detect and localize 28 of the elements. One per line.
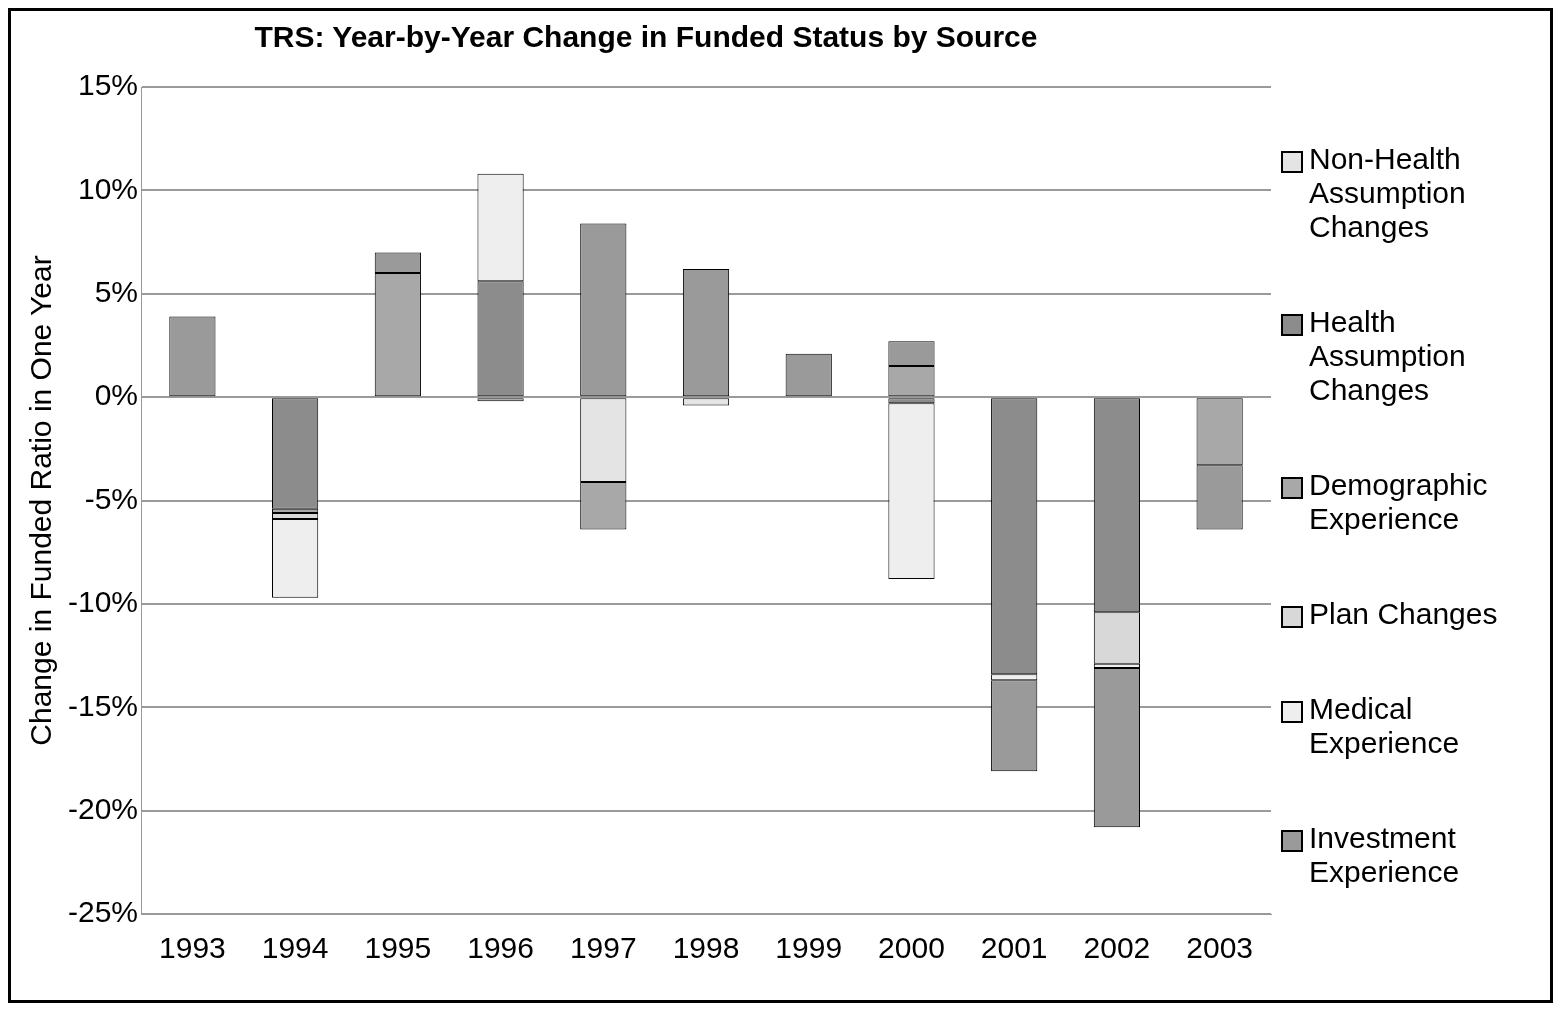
x-tick-label: 1993 <box>159 931 226 965</box>
x-tick-label: 1994 <box>261 931 329 965</box>
y-tick-label: -10% <box>67 585 139 619</box>
y-tick-label: 15% <box>77 68 139 102</box>
legend-label: Health Assumption Changes <box>1309 304 1467 407</box>
x-tick-label: 1999 <box>775 931 843 965</box>
x-tick-label: 2001 <box>980 931 1048 965</box>
legend-label: Demographic Experience <box>1309 467 1489 536</box>
legend-label: Non-Health Assumption Changes <box>1309 141 1467 244</box>
legend-label: Investment Experience <box>1309 821 1461 890</box>
x-tick-label: 1995 <box>364 931 432 965</box>
chart-title: TRS: Year-by-Year Change in Funded Status by Source <box>254 20 1038 54</box>
y-tick-label: -20% <box>67 791 139 825</box>
x-tick-label: 1998 <box>672 931 740 965</box>
x-tick-label: 2002 <box>1083 931 1151 965</box>
x-tick-label: 1996 <box>467 931 534 965</box>
x-tick-label: 2000 <box>878 931 945 965</box>
y-tick-label: -5% <box>84 481 139 515</box>
y-tick-label: -15% <box>67 688 139 722</box>
x-tick-label: 2003 <box>1186 931 1254 965</box>
y-axis-title: Change in Funded Ratio in One Year <box>24 255 58 746</box>
legend-label: Medical Experience <box>1309 692 1461 761</box>
legend-label: Plan Changes <box>1309 597 1498 632</box>
y-tick-label: -25% <box>67 895 139 929</box>
x-tick-label: 1997 <box>569 931 637 965</box>
y-tick-label: 0% <box>94 378 139 412</box>
y-tick-label: 5% <box>94 275 139 309</box>
y-tick-label: 10% <box>77 171 139 205</box>
